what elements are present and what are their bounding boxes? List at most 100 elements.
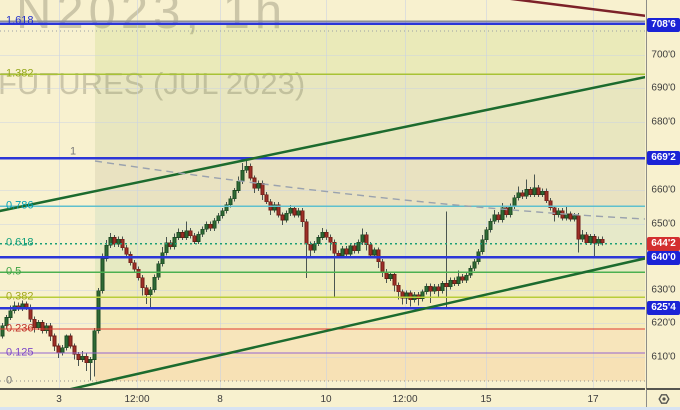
candle-down	[368, 244, 373, 256]
fib-label-1.618[interactable]: 1.618	[6, 14, 34, 27]
candle-up	[240, 170, 245, 182]
candle-down	[292, 207, 297, 216]
time-tick-label: 17	[587, 394, 599, 405]
candle-up	[312, 243, 317, 251]
candle-down	[136, 269, 141, 279]
time-tick-label: 12:00	[392, 394, 418, 405]
candle-up	[88, 359, 93, 364]
fib-label-1.382[interactable]: 1.382	[6, 67, 34, 80]
candle-up	[148, 289, 153, 295]
candle-down	[396, 284, 401, 293]
candle-up	[200, 228, 205, 235]
fib-label-0.236[interactable]: 0.236	[6, 322, 34, 335]
candle-up	[272, 204, 277, 211]
candle-down	[304, 221, 309, 245]
candle-down	[600, 238, 605, 244]
price-tick-label: 620'0	[651, 317, 676, 329]
trendline[interactable]	[0, 74, 645, 213]
candle-up	[156, 263, 161, 278]
time-tick-label: 10	[320, 394, 332, 405]
candlestick-chart[interactable]	[0, 0, 645, 388]
candle-down	[568, 213, 573, 220]
candle-up	[108, 237, 113, 246]
fib-band	[95, 23, 645, 74]
candle-up	[256, 182, 261, 189]
candle-up	[524, 189, 529, 197]
candle-down	[328, 236, 333, 243]
fib-label-1[interactable]: 1	[70, 145, 77, 158]
fib-band	[95, 329, 645, 353]
candle-down	[352, 245, 357, 251]
fib-label-0.618[interactable]: 0.618	[6, 236, 34, 249]
candle-down	[460, 276, 465, 281]
candle-down	[452, 279, 457, 284]
candle-down	[380, 261, 385, 273]
time-axis[interactable]: 3 12:00 8 10 12:00 15 17	[0, 388, 645, 410]
candle-down	[112, 237, 117, 245]
candle-down	[384, 271, 389, 279]
candle-up	[216, 215, 221, 222]
candle-up	[320, 231, 325, 238]
candle-up	[516, 192, 521, 199]
price-axis[interactable]: 700'0 690'0 680'0 660'0 650'0 630'0 620'0 610'0…	[646, 0, 680, 388]
candle-down	[584, 234, 589, 243]
candle-down	[392, 274, 397, 286]
fib-label-0.5[interactable]: 0.5	[6, 265, 22, 278]
fib-label-0.786[interactable]: 0.786	[6, 199, 34, 212]
candle-down	[336, 253, 341, 256]
candle-down	[576, 215, 581, 240]
fib-label-0.125[interactable]: 0.125	[6, 346, 34, 359]
candle-down	[32, 318, 37, 328]
pane-bottom-edge	[0, 407, 680, 410]
price-chart-pane[interactable]: N2023, 1h FUTURES (JUL 2023) 1.6181.3821…	[0, 0, 645, 388]
candle-down	[68, 335, 73, 347]
candle-up	[508, 205, 513, 215]
candle-down	[52, 335, 57, 347]
axis-settings-corner[interactable]	[646, 388, 680, 410]
time-tick-label: 15	[480, 394, 492, 405]
candle-down	[528, 189, 533, 195]
candle-up	[236, 181, 241, 191]
candle-up	[372, 249, 377, 256]
candle-up	[340, 248, 345, 256]
candle-up	[404, 292, 409, 299]
trendline[interactable]	[58, 255, 645, 388]
candle-down	[188, 230, 193, 237]
time-tick-label: 12:00	[124, 394, 150, 405]
candle-down	[260, 182, 265, 196]
candle-down	[344, 248, 349, 255]
candle-down	[144, 287, 149, 295]
candle-up	[360, 234, 365, 243]
candle-up	[64, 335, 69, 349]
line-price-badge: 708'6	[647, 18, 680, 32]
candle-up	[492, 214, 497, 222]
candle-up	[456, 276, 461, 284]
candle-down	[324, 231, 329, 238]
price-tick-label: 660'0	[651, 184, 676, 196]
candle-down	[552, 207, 557, 215]
candle-up	[36, 322, 41, 328]
dashed-trendline[interactable]	[94, 160, 645, 220]
gear-icon[interactable]	[656, 392, 672, 408]
candle-up	[424, 285, 429, 293]
candle-down	[436, 286, 441, 292]
candle-up	[512, 197, 517, 207]
line-price-badge: 669'2	[647, 151, 680, 165]
candle-up	[80, 355, 85, 360]
candle-down	[140, 277, 145, 289]
line-price-badge: 640'0	[647, 251, 680, 265]
trendline[interactable]	[496, 0, 645, 18]
fib-label-0.382[interactable]: 0.382	[6, 290, 34, 303]
fib-label-0[interactable]: 0	[6, 374, 13, 387]
candle-up	[572, 215, 577, 220]
candle-up	[172, 237, 177, 248]
candle-down	[48, 325, 53, 337]
candle-up	[196, 233, 201, 242]
candle-up	[464, 274, 469, 281]
candle-up	[92, 330, 97, 360]
candle-down	[400, 291, 405, 299]
fib-band	[95, 158, 645, 206]
candle-down	[180, 232, 185, 238]
candle-up	[284, 213, 289, 221]
